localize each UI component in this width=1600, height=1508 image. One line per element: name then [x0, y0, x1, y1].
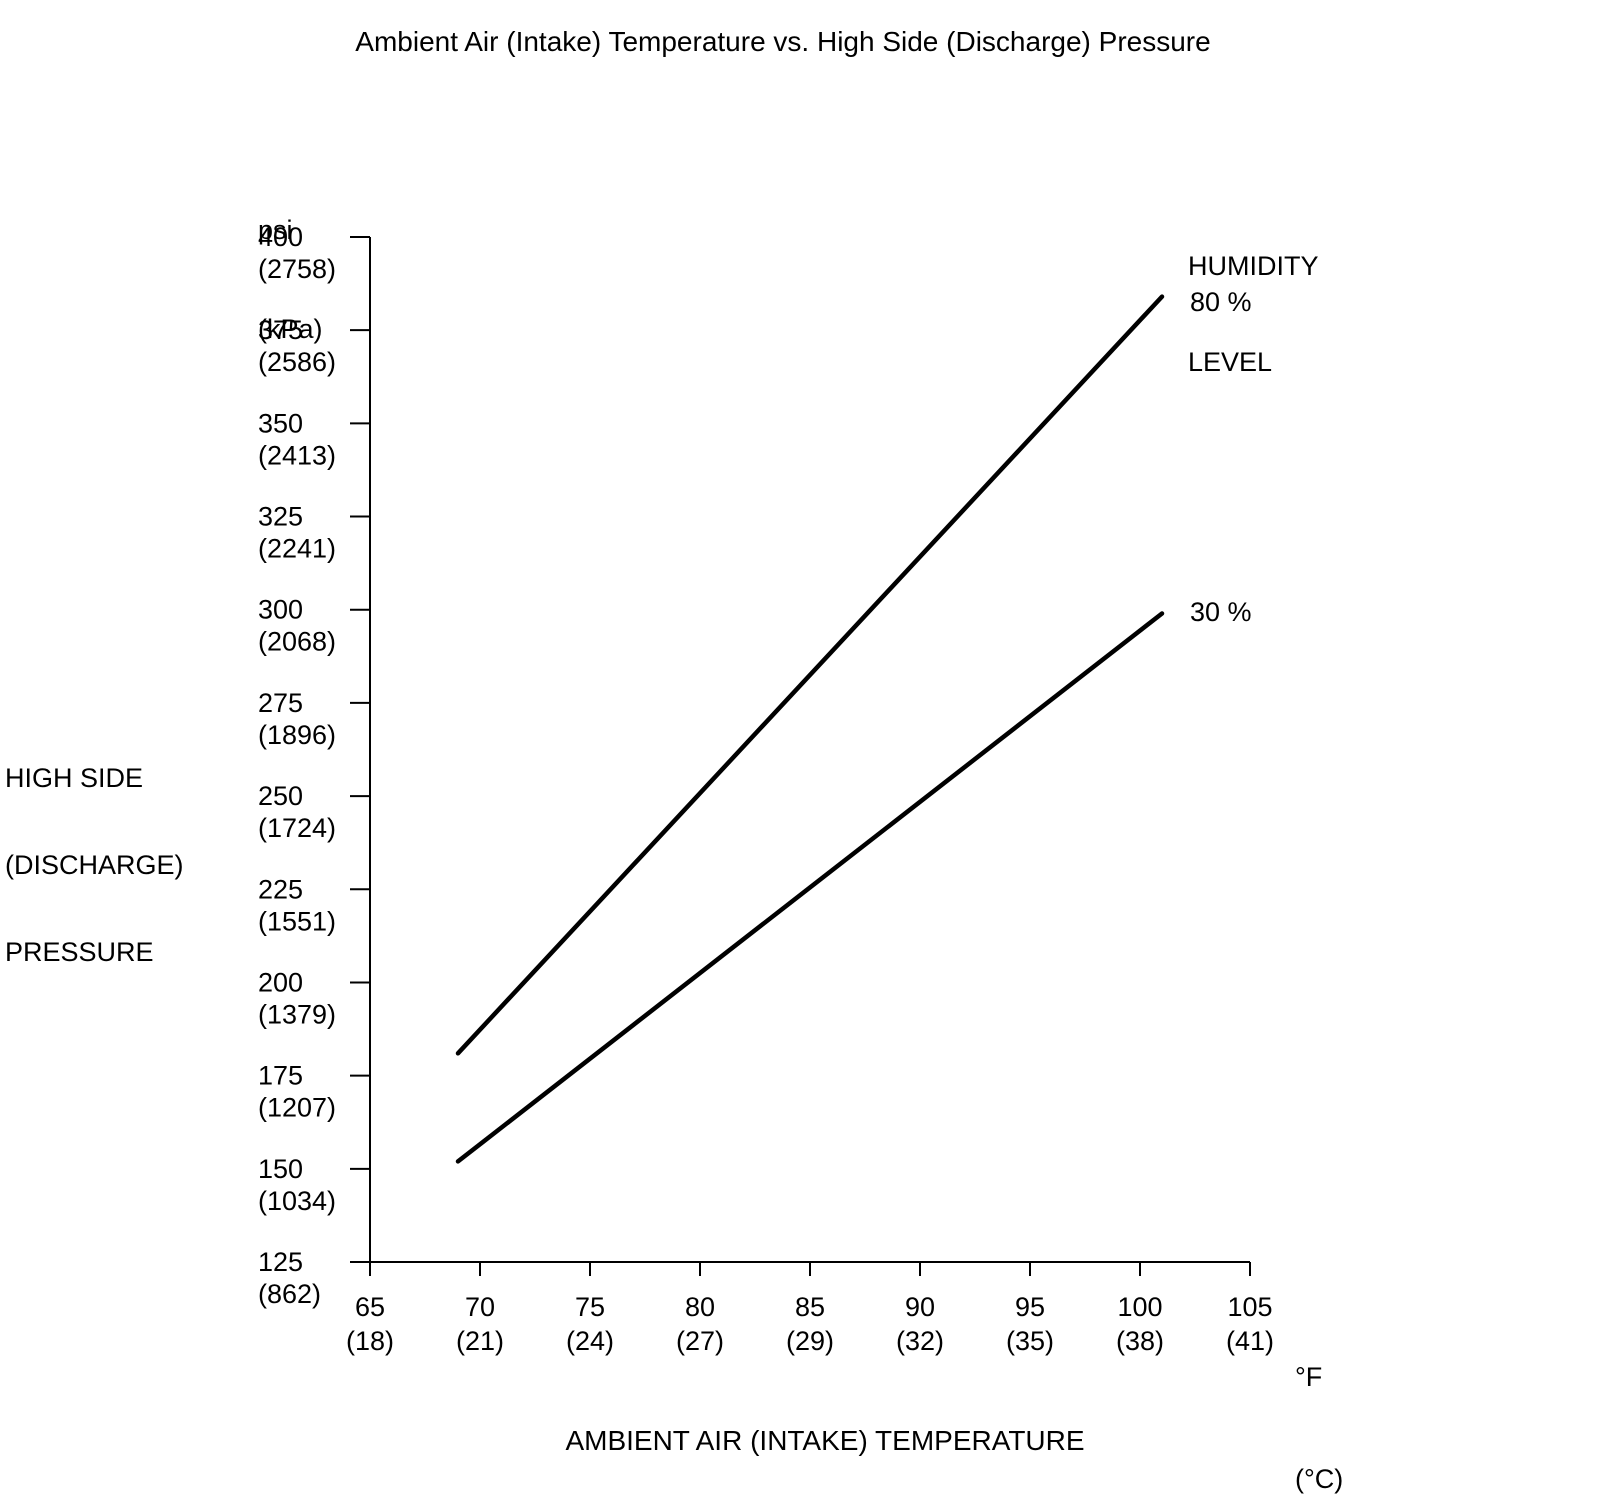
y-tick-label-kpa: (1379): [258, 999, 336, 1029]
legend-title-line2: LEVEL: [1188, 347, 1273, 377]
y-tick-label-kpa: (2413): [258, 440, 336, 470]
y-axis-title: HIGH SIDE (DISCHARGE) PRESSURE: [5, 706, 184, 1025]
y-tick-label-psi: 125: [258, 1247, 303, 1277]
x-axis-unit-f: °F: [1295, 1362, 1323, 1392]
x-tick-label-c: (32): [896, 1326, 944, 1356]
legend-title: HUMIDITY LEVEL: [1188, 186, 1319, 442]
y-axis-title-line1: HIGH SIDE: [5, 763, 144, 793]
y-tick-label-kpa: (2241): [258, 534, 336, 564]
y-tick-label-kpa: (1724): [258, 813, 336, 843]
y-axis-title-line3: PRESSURE: [5, 937, 154, 967]
x-tick-label-c: (18): [346, 1326, 394, 1356]
legend-title-line1: HUMIDITY: [1188, 251, 1319, 281]
legend-entry-80-percent: 80 %: [1190, 287, 1252, 317]
y-tick-label-psi: 275: [258, 688, 303, 718]
series-line-30: [455, 611, 1165, 1164]
y-tick-label-psi: 325: [258, 502, 303, 532]
y-tick-label-kpa: (1207): [258, 1093, 336, 1123]
y-axis-title-line2: (DISCHARGE): [5, 850, 184, 880]
x-tick-label-f: 80: [685, 1292, 715, 1322]
x-tick-label-c: (21): [456, 1326, 504, 1356]
y-tick-label-psi: 250: [258, 781, 303, 811]
y-tick-label-kpa: (1896): [258, 720, 336, 750]
y-tick-label-psi: 300: [258, 595, 303, 625]
x-axis-unit-c: (°C): [1295, 1464, 1344, 1494]
legend-entry-30-percent: 30 %: [1190, 597, 1252, 627]
y-tick-label-kpa: (2586): [258, 347, 336, 377]
y-tick-label-kpa: (2758): [258, 254, 336, 284]
x-tick-label-c: (35): [1006, 1326, 1054, 1356]
chart-title: Ambient Air (Intake) Temperature vs. Hig…: [355, 26, 1211, 57]
x-tick-label-f: 70: [465, 1292, 495, 1322]
y-axis-unit-psi: psi: [258, 215, 293, 245]
x-tick-label-f: 85: [795, 1292, 825, 1322]
x-tick-label-f: 105: [1227, 1292, 1272, 1322]
y-tick-label-psi: 400: [258, 222, 303, 252]
x-tick-label-c: (29): [786, 1326, 834, 1356]
y-tick-label-psi: 375: [258, 315, 303, 345]
y-axis-unit-label: psi (kPa): [258, 148, 323, 412]
y-tick-label-psi: 150: [258, 1154, 303, 1184]
y-tick-label-psi: 175: [258, 1061, 303, 1091]
axis-lines: [369, 237, 1250, 1263]
y-tick-label-kpa: (1034): [258, 1186, 336, 1216]
y-tick-label-kpa: (862): [258, 1279, 321, 1309]
x-tick-label-f: 90: [905, 1292, 935, 1322]
y-tick-label-psi: 200: [258, 967, 303, 997]
x-tick-label-f: 65: [355, 1292, 385, 1322]
y-tick-label-kpa: (2068): [258, 627, 336, 657]
x-tick-label-f: 100: [1117, 1292, 1162, 1322]
y-tick-label-kpa: (1551): [258, 906, 336, 936]
x-tick-label-f: 75: [575, 1292, 605, 1322]
y-tick-label-psi: 350: [258, 408, 303, 438]
x-axis-title: AMBIENT AIR (INTAKE) TEMPERATURE: [565, 1425, 1085, 1456]
series-line-80: [455, 294, 1165, 1056]
y-tick-label-psi: 225: [258, 874, 303, 904]
x-tick-label-c: (24): [566, 1326, 614, 1356]
x-tick-label-f: 95: [1015, 1292, 1045, 1322]
y-axis-unit-kpa: (kPa): [258, 314, 323, 344]
x-tick-label-c: (41): [1226, 1326, 1274, 1356]
x-tick-label-c: (38): [1116, 1326, 1164, 1356]
x-axis-unit-label: °F (°C): [1295, 1292, 1343, 1508]
x-tick-label-c: (27): [676, 1326, 724, 1356]
